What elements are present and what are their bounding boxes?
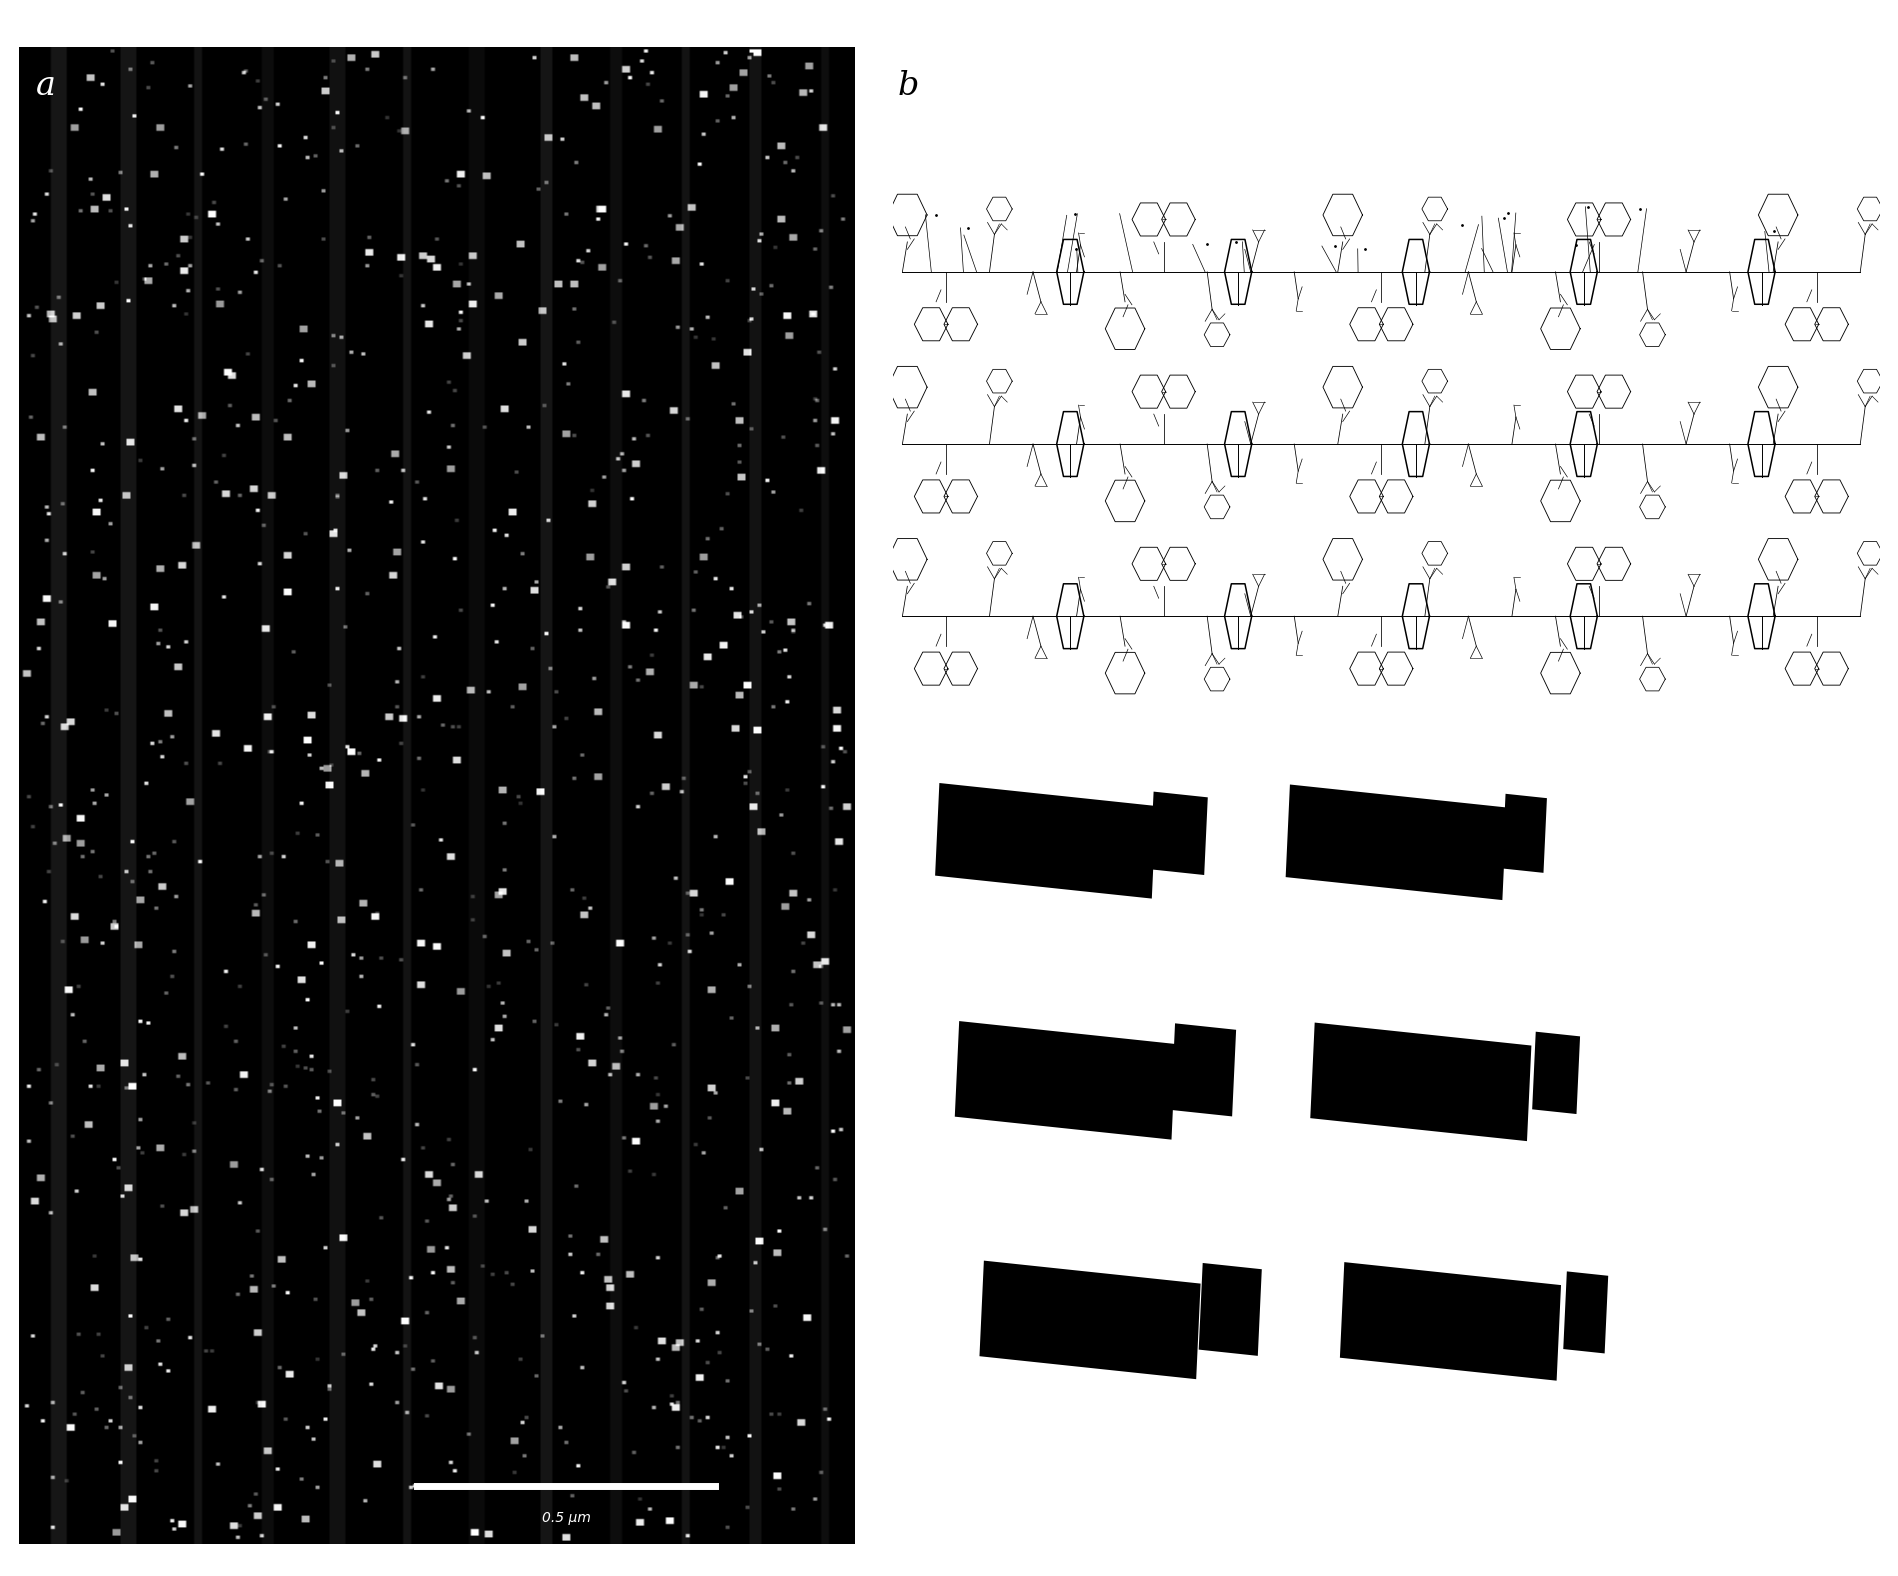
Polygon shape	[955, 1021, 1175, 1139]
Polygon shape	[1285, 785, 1505, 900]
Text: b: b	[898, 69, 919, 102]
Polygon shape	[1310, 1023, 1530, 1141]
Polygon shape	[979, 1261, 1200, 1379]
Polygon shape	[1562, 1272, 1608, 1354]
Polygon shape	[1501, 794, 1547, 873]
Text: 0.5 μm: 0.5 μm	[541, 1511, 590, 1526]
Polygon shape	[934, 783, 1156, 898]
Polygon shape	[1340, 1262, 1560, 1381]
Polygon shape	[1532, 1032, 1579, 1114]
Text: a: a	[36, 69, 55, 102]
Polygon shape	[1171, 1023, 1236, 1116]
Polygon shape	[1198, 1262, 1260, 1355]
Polygon shape	[1150, 791, 1207, 875]
